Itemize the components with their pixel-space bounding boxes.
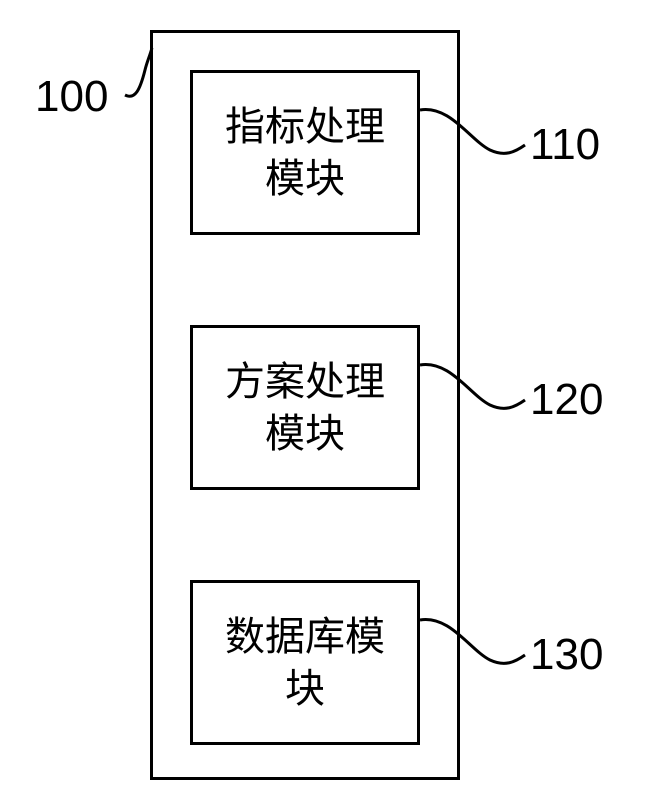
module-box-1: 指标处理 模块 (190, 70, 420, 235)
module-text-1: 指标处理 模块 (225, 101, 385, 205)
module-2-line1: 方案处理 (225, 359, 385, 404)
module-text-2: 方案处理 模块 (225, 356, 385, 460)
module-box-2: 方案处理 模块 (190, 325, 420, 490)
leader-container (125, 48, 152, 96)
module-3-line2: 块 (285, 666, 325, 711)
module-2-label: 120 (530, 375, 603, 425)
module-3-line1: 数据库模 (225, 614, 385, 659)
module-text-3: 数据库模 块 (225, 611, 385, 715)
module-1-line1: 指标处理 (225, 104, 385, 149)
module-1-line2: 模块 (265, 156, 345, 201)
module-2-line2: 模块 (265, 411, 345, 456)
container-label: 100 (35, 72, 108, 122)
module-box-3: 数据库模 块 (190, 580, 420, 745)
module-1-label: 110 (530, 120, 600, 170)
module-3-label: 130 (530, 630, 603, 680)
